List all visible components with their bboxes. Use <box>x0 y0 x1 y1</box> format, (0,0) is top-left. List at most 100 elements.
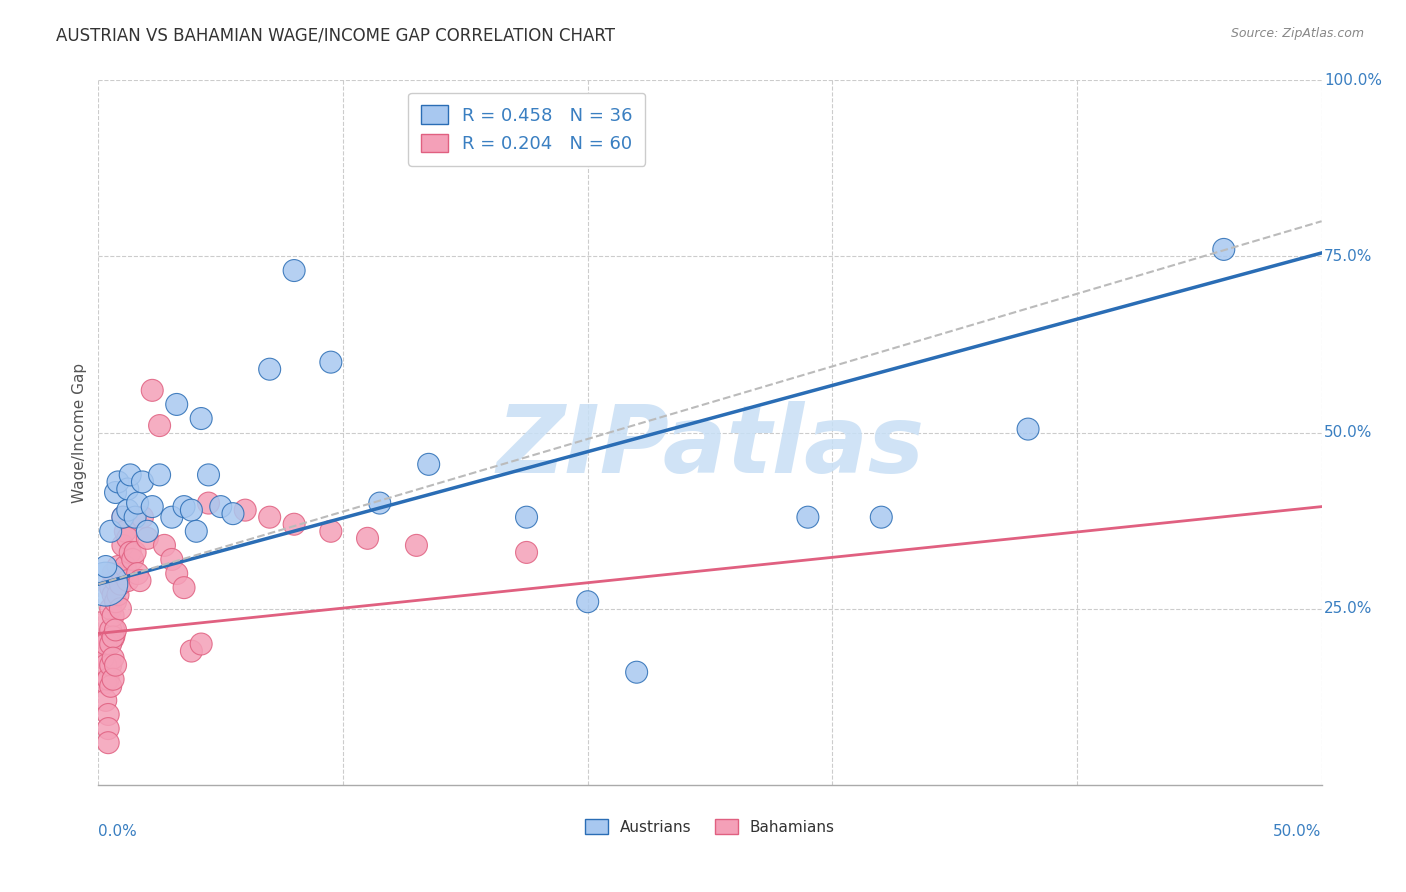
Point <box>626 665 648 680</box>
Point <box>190 637 212 651</box>
Point <box>117 574 139 588</box>
Point <box>149 467 172 482</box>
Point <box>104 485 127 500</box>
Point <box>259 362 281 376</box>
Point <box>319 355 342 369</box>
Point <box>576 595 599 609</box>
Point <box>283 263 305 277</box>
Point <box>186 524 208 539</box>
Point <box>110 577 132 591</box>
Point <box>94 675 117 690</box>
Point <box>368 496 391 510</box>
Point <box>114 559 136 574</box>
Point <box>101 630 124 644</box>
Point <box>1212 243 1234 257</box>
Point <box>94 693 117 707</box>
Text: 25.0%: 25.0% <box>1324 601 1372 616</box>
Point <box>94 577 117 591</box>
Point <box>94 658 117 673</box>
Point <box>141 500 163 514</box>
Point <box>166 397 188 411</box>
Point <box>141 384 163 398</box>
Point <box>101 651 124 665</box>
Point <box>107 559 129 574</box>
Point <box>149 418 172 433</box>
Point <box>222 507 245 521</box>
Point <box>97 736 120 750</box>
Point <box>131 475 153 489</box>
Legend: Austrians, Bahamians: Austrians, Bahamians <box>579 813 841 841</box>
Point <box>114 524 136 539</box>
Point <box>127 566 149 581</box>
Text: Source: ZipAtlas.com: Source: ZipAtlas.com <box>1230 27 1364 40</box>
Point <box>91 626 114 640</box>
Point <box>120 467 142 482</box>
Point <box>233 503 256 517</box>
Point <box>117 503 139 517</box>
Point <box>160 552 183 566</box>
Point <box>100 637 122 651</box>
Point <box>100 524 122 539</box>
Point <box>173 581 195 595</box>
Point <box>97 707 120 722</box>
Point <box>797 510 820 524</box>
Point <box>120 545 142 559</box>
Point <box>136 524 159 539</box>
Point <box>319 524 342 539</box>
Point <box>111 566 134 581</box>
Point <box>515 545 537 559</box>
Point <box>100 623 122 637</box>
Point <box>100 679 122 693</box>
Point <box>117 532 139 546</box>
Point <box>405 538 427 552</box>
Point <box>870 510 893 524</box>
Point <box>100 658 122 673</box>
Point <box>111 538 134 552</box>
Point <box>104 574 127 588</box>
Point <box>1017 422 1039 436</box>
Point <box>209 500 232 514</box>
Point <box>104 658 127 673</box>
Point <box>100 581 122 595</box>
Point <box>356 532 378 546</box>
Point <box>131 510 153 524</box>
Point <box>127 496 149 510</box>
Point <box>101 608 124 623</box>
Text: 100.0%: 100.0% <box>1324 73 1382 87</box>
Point <box>136 532 159 546</box>
Point <box>107 475 129 489</box>
Point <box>110 601 132 615</box>
Point <box>111 510 134 524</box>
Point <box>104 623 127 637</box>
Point <box>515 510 537 524</box>
Text: 75.0%: 75.0% <box>1324 249 1372 264</box>
Text: 0.0%: 0.0% <box>98 823 138 838</box>
Point <box>104 595 127 609</box>
Point <box>94 637 117 651</box>
Point <box>190 411 212 425</box>
Point <box>160 510 183 524</box>
Point <box>180 503 202 517</box>
Point <box>153 538 176 552</box>
Point <box>129 574 152 588</box>
Text: AUSTRIAN VS BAHAMIAN WAGE/INCOME GAP CORRELATION CHART: AUSTRIAN VS BAHAMIAN WAGE/INCOME GAP COR… <box>56 27 616 45</box>
Y-axis label: Wage/Income Gap: Wage/Income Gap <box>72 362 87 503</box>
Point <box>111 510 134 524</box>
Point <box>124 545 146 559</box>
Point <box>101 566 124 581</box>
Point <box>418 458 440 472</box>
Point <box>197 467 219 482</box>
Point <box>97 722 120 736</box>
Point <box>197 496 219 510</box>
Point <box>180 644 202 658</box>
Point <box>121 552 143 566</box>
Point <box>124 510 146 524</box>
Point <box>259 510 281 524</box>
Point <box>91 651 114 665</box>
Point <box>101 588 124 602</box>
Text: 50.0%: 50.0% <box>1274 823 1322 838</box>
Point <box>107 588 129 602</box>
Point <box>97 673 120 687</box>
Point <box>94 559 117 574</box>
Point <box>283 517 305 532</box>
